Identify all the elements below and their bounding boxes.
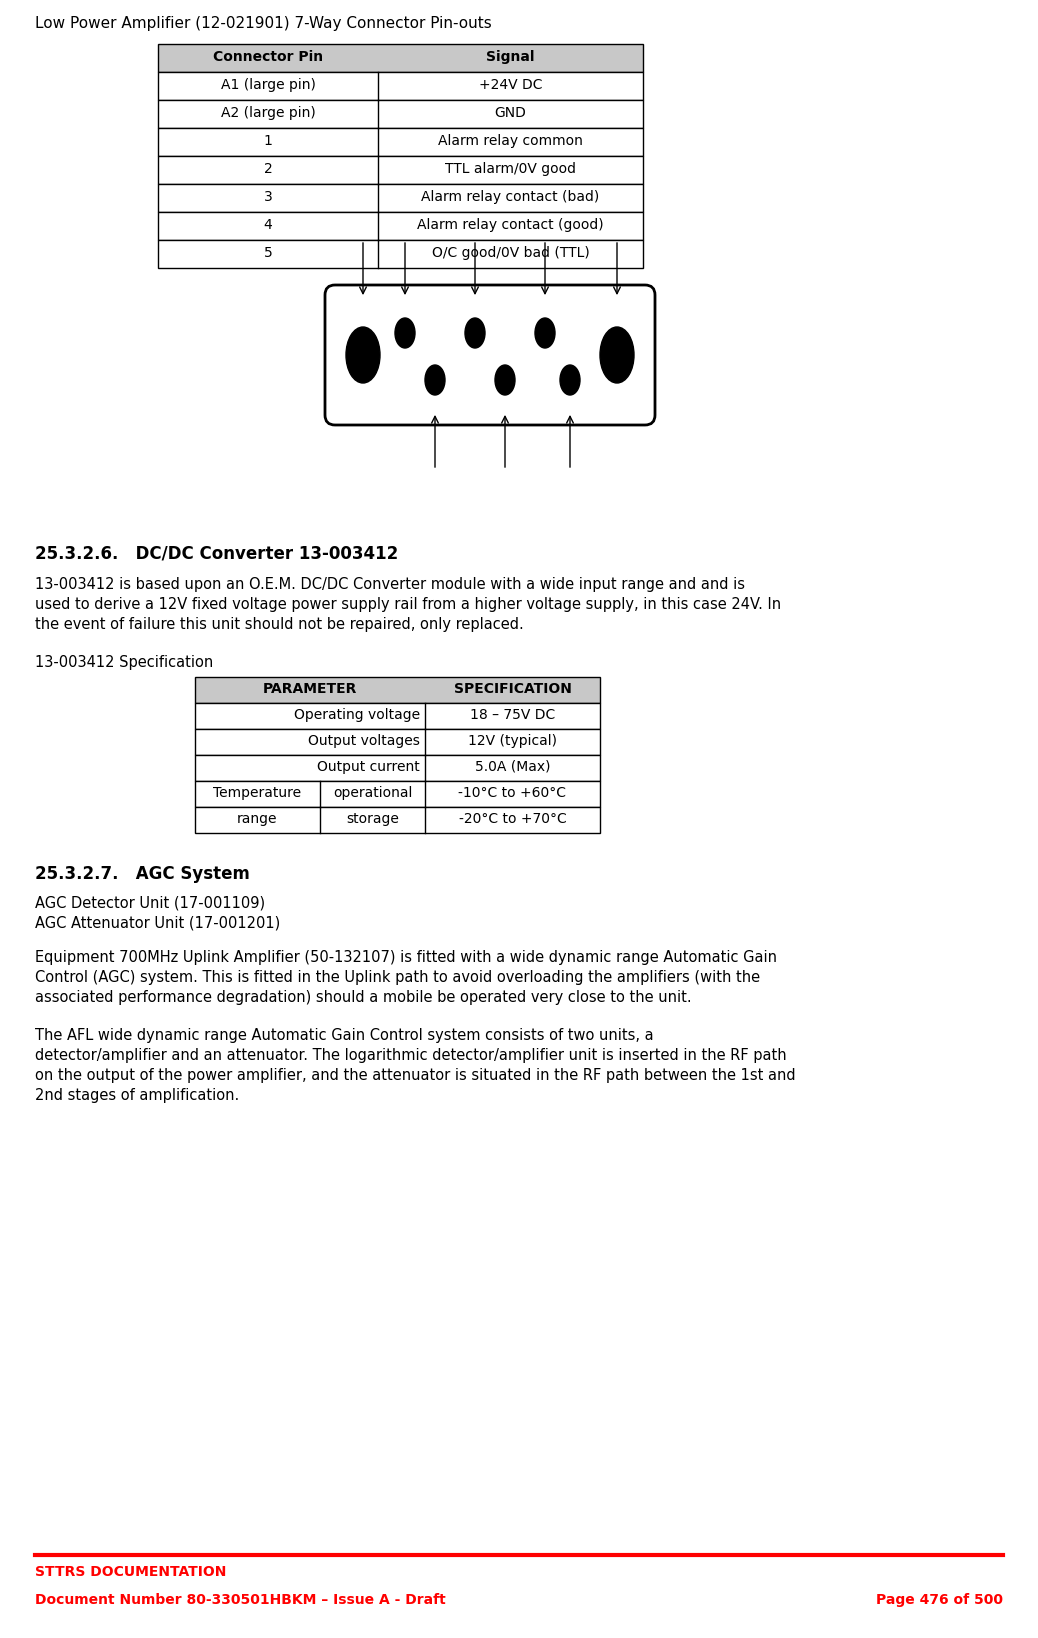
Text: on the output of the power amplifier, and the attenuator is situated in the RF p: on the output of the power amplifier, an…: [35, 1068, 795, 1083]
Text: -20°C to +70°C: -20°C to +70°C: [459, 812, 567, 826]
Text: Temperature: Temperature: [214, 786, 302, 799]
Ellipse shape: [559, 365, 580, 395]
Bar: [158, 183, 643, 211]
Text: A1 (large pin): A1 (large pin): [220, 79, 316, 92]
Text: AGC Attenuator Unit (17-001201): AGC Attenuator Unit (17-001201): [35, 916, 280, 930]
Text: Output current: Output current: [318, 760, 420, 775]
Text: Equipment 700MHz Uplink Amplifier (50-132107) is fitted with a wide dynamic rang: Equipment 700MHz Uplink Amplifier (50-13…: [35, 950, 777, 965]
Text: Alarm relay contact (good): Alarm relay contact (good): [417, 218, 604, 233]
Text: 1: 1: [264, 134, 272, 147]
Bar: [158, 156, 643, 183]
Ellipse shape: [600, 328, 634, 383]
Text: 2nd stages of amplification.: 2nd stages of amplification.: [35, 1088, 239, 1102]
Bar: [195, 755, 600, 781]
Ellipse shape: [465, 318, 485, 347]
Text: Output voltages: Output voltages: [308, 734, 420, 749]
Text: 5: 5: [264, 246, 272, 260]
Text: 25.3.2.6.   DC/DC Converter 13-003412: 25.3.2.6. DC/DC Converter 13-003412: [35, 545, 399, 563]
Text: Low Power Amplifier (12-021901) 7-Way Connector Pin-outs: Low Power Amplifier (12-021901) 7-Way Co…: [35, 16, 492, 31]
Text: STTRS DOCUMENTATION: STTRS DOCUMENTATION: [35, 1564, 226, 1579]
Ellipse shape: [535, 318, 555, 347]
Bar: [158, 241, 643, 269]
Text: operational: operational: [333, 786, 412, 799]
Text: 12V (typical): 12V (typical): [468, 734, 557, 749]
Text: range: range: [238, 812, 278, 826]
Text: -10°C to +60°C: -10°C to +60°C: [459, 786, 567, 799]
Text: GND: GND: [494, 106, 526, 120]
Text: the event of failure this unit should not be repaired, only replaced.: the event of failure this unit should no…: [35, 618, 524, 632]
Bar: [195, 729, 600, 755]
Ellipse shape: [425, 365, 445, 395]
FancyBboxPatch shape: [325, 285, 655, 424]
Text: SPECIFICATION: SPECIFICATION: [454, 681, 572, 696]
Text: Signal: Signal: [486, 51, 535, 64]
Text: Alarm relay common: Alarm relay common: [438, 134, 583, 147]
Bar: [158, 128, 643, 156]
Text: O/C good/0V bad (TTL): O/C good/0V bad (TTL): [432, 246, 590, 260]
Bar: [195, 808, 600, 834]
Ellipse shape: [395, 318, 415, 347]
Text: 3: 3: [264, 190, 272, 205]
Bar: [158, 211, 643, 241]
Text: The AFL wide dynamic range Automatic Gain Control system consists of two units, : The AFL wide dynamic range Automatic Gai…: [35, 1029, 654, 1043]
Bar: [195, 703, 600, 729]
Ellipse shape: [495, 365, 515, 395]
Bar: [158, 44, 643, 72]
Text: Control (AGC) system. This is fitted in the Uplink path to avoid overloading the: Control (AGC) system. This is fitted in …: [35, 970, 760, 984]
Text: 13-003412 is based upon an O.E.M. DC/DC Converter module with a wide input range: 13-003412 is based upon an O.E.M. DC/DC …: [35, 577, 745, 591]
Text: Operating voltage: Operating voltage: [294, 708, 420, 722]
Text: 13-003412 Specification: 13-003412 Specification: [35, 655, 213, 670]
Text: Document Number 80-330501HBKM – Issue A - Draft: Document Number 80-330501HBKM – Issue A …: [35, 1594, 445, 1607]
Text: 4: 4: [264, 218, 272, 233]
Text: AGC Detector Unit (17-001109): AGC Detector Unit (17-001109): [35, 894, 265, 911]
Bar: [158, 100, 643, 128]
Text: 18 – 75V DC: 18 – 75V DC: [470, 708, 555, 722]
Text: Alarm relay contact (bad): Alarm relay contact (bad): [421, 190, 600, 205]
Text: 25.3.2.7.   AGC System: 25.3.2.7. AGC System: [35, 865, 250, 883]
Bar: [158, 72, 643, 100]
Text: detector/amplifier and an attenuator. The logarithmic detector/amplifier unit is: detector/amplifier and an attenuator. Th…: [35, 1048, 787, 1063]
Text: 2: 2: [264, 162, 272, 175]
Ellipse shape: [346, 328, 380, 383]
Text: used to derive a 12V fixed voltage power supply rail from a higher voltage suppl: used to derive a 12V fixed voltage power…: [35, 596, 782, 613]
Text: +24V DC: +24V DC: [479, 79, 542, 92]
Bar: [195, 781, 600, 808]
Text: TTL alarm/0V good: TTL alarm/0V good: [445, 162, 576, 175]
Text: Page 476 of 500: Page 476 of 500: [876, 1594, 1003, 1607]
Text: storage: storage: [346, 812, 399, 826]
Text: A2 (large pin): A2 (large pin): [221, 106, 316, 120]
Bar: [195, 676, 600, 703]
Text: PARAMETER: PARAMETER: [263, 681, 357, 696]
Text: Connector Pin: Connector Pin: [213, 51, 323, 64]
Text: 5.0A (Max): 5.0A (Max): [474, 760, 550, 775]
Text: associated performance degradation) should a mobile be operated very close to th: associated performance degradation) shou…: [35, 989, 691, 1006]
